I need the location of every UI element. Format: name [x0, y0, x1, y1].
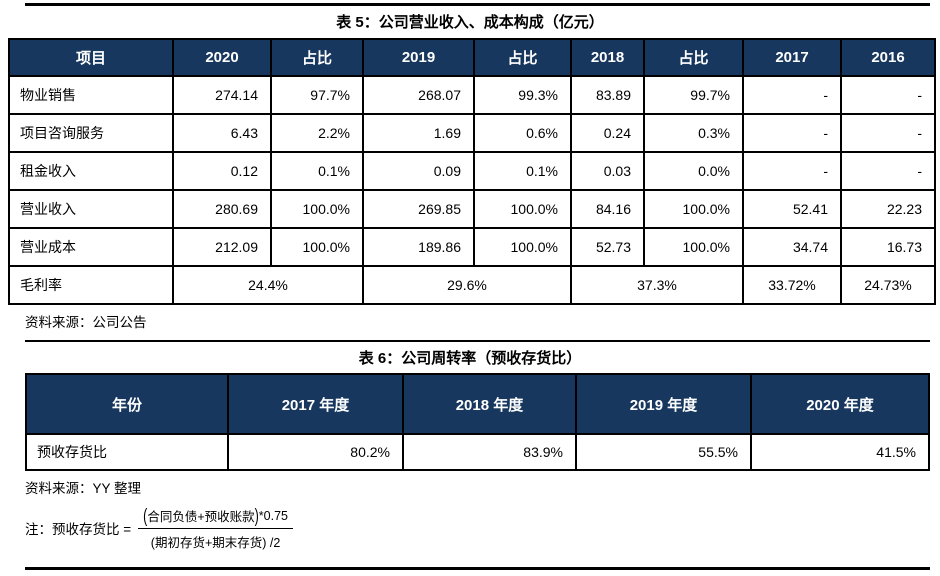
- table-row: 营业成本 212.09 100.0% 189.86 100.0% 52.73 1…: [8, 227, 936, 267]
- cell: -: [742, 75, 842, 115]
- col-header-fy2017: 2017 年度: [227, 373, 404, 435]
- cell: 0.24: [570, 113, 645, 153]
- table6-title: 表 6：公司周转率（预收存货比）: [358, 350, 582, 367]
- cell: 100.0%: [643, 227, 744, 267]
- cell: 52.41: [742, 189, 842, 229]
- cell: -: [840, 75, 936, 115]
- table5-source-note: 资料来源：公司公告: [25, 315, 147, 330]
- cell: 212.09: [172, 227, 272, 267]
- table-row: 营业收入 280.69 100.0% 269.85 100.0% 84.16 1…: [8, 189, 936, 229]
- cell: 16.73: [840, 227, 936, 267]
- col-header-year: 年份: [25, 373, 229, 435]
- cell: 83.89: [570, 75, 645, 115]
- col-header-fy2019: 2019 年度: [575, 373, 752, 435]
- turnover-ratio-table: 年份 2017 年度 2018 年度 2019 年度 2020 年度 预收存货比…: [25, 373, 930, 471]
- cell: 55.5%: [575, 433, 752, 471]
- row-label: 项目咨询服务: [8, 113, 174, 153]
- table-row: 预收存货比 80.2% 83.9% 55.5% 41.5%: [25, 433, 930, 471]
- cell: 0.09: [362, 151, 475, 191]
- cell: 99.3%: [473, 75, 572, 115]
- cell: 100.0%: [643, 189, 744, 229]
- row-label: 物业销售: [8, 75, 174, 115]
- col-header-2017: 2017: [742, 38, 842, 77]
- table-row-gross-margin: 毛利率 24.4% 29.6% 37.3% 33.72% 24.73%: [8, 265, 936, 305]
- cell: 52.73: [570, 227, 645, 267]
- cell: 0.3%: [643, 113, 744, 153]
- cell: 189.86: [362, 227, 475, 267]
- table-row: 租金收入 0.12 0.1% 0.09 0.1% 0.03 0.0% - -: [8, 151, 936, 191]
- col-header-share-2018: 占比: [643, 38, 744, 77]
- cell: 83.9%: [402, 433, 577, 471]
- formula-note: 注：预收存货比 = (合同负债+预收账款) *0.75 (期初存货+期末存货) /…: [25, 505, 940, 551]
- col-header-item: 项目: [8, 38, 174, 77]
- cell: 41.5%: [750, 433, 930, 471]
- divider-rule: [25, 340, 930, 342]
- cell: 100.0%: [270, 189, 364, 229]
- formula-fraction: (合同负债+预收账款) *0.75 (期初存货+期末存货) /2: [138, 505, 293, 551]
- cell-merged-2019: 29.6%: [362, 265, 572, 305]
- table-row: 项目咨询服务 6.43 2.2% 1.69 0.6% 0.24 0.3% - -: [8, 113, 936, 153]
- cell: -: [742, 151, 842, 191]
- formula-prefix: 注：预收存货比 =: [25, 522, 132, 537]
- table6-source-note: 资料来源：YY 整理: [25, 481, 142, 496]
- cell: -: [840, 151, 936, 191]
- cell: 0.6%: [473, 113, 572, 153]
- cell: 100.0%: [473, 227, 572, 267]
- numerator-body: 合同负债+预收账款: [147, 510, 255, 524]
- cell: 268.07: [362, 75, 475, 115]
- top-rule: [25, 3, 930, 6]
- cell: -: [840, 113, 936, 153]
- table-row: 物业销售 274.14 97.7% 268.07 99.3% 83.89 99.…: [8, 75, 936, 115]
- cell: 274.14: [172, 75, 272, 115]
- row-label: 租金收入: [8, 151, 174, 191]
- numerator-open-paren: (: [143, 504, 148, 527]
- cell: 0.12: [172, 151, 272, 191]
- cell: -: [742, 113, 842, 153]
- cell: 100.0%: [473, 189, 572, 229]
- cell: 97.7%: [270, 75, 364, 115]
- cell: 269.85: [362, 189, 475, 229]
- cell: 0.1%: [270, 151, 364, 191]
- cell-2016: 24.73%: [840, 265, 936, 305]
- cell: 84.16: [570, 189, 645, 229]
- revenue-cost-table: 项目 2020 占比 2019 占比 2018 占比 2017 2016 物业销…: [8, 38, 936, 305]
- table5-title: 表 5：公司营业收入、成本构成（亿元）: [336, 14, 604, 31]
- cell-merged-2018: 37.3%: [570, 265, 744, 305]
- col-header-2020: 2020: [172, 38, 272, 77]
- col-header-fy2018: 2018 年度: [402, 373, 577, 435]
- col-header-2019: 2019: [362, 38, 475, 77]
- col-header-share-2020: 占比: [270, 38, 364, 77]
- row-label: 预收存货比: [25, 433, 229, 471]
- fraction-numerator: (合同负债+预收账款) *0.75: [138, 505, 293, 529]
- cell: 22.23: [840, 189, 936, 229]
- row-label: 营业成本: [8, 227, 174, 267]
- cell: 100.0%: [270, 227, 364, 267]
- cell-merged-2020: 24.4%: [172, 265, 364, 305]
- cell: 2.2%: [270, 113, 364, 153]
- cell-2017: 33.72%: [742, 265, 842, 305]
- fraction-denominator: (期初存货+期末存货) /2: [150, 536, 281, 550]
- table6-header-row: 年份 2017 年度 2018 年度 2019 年度 2020 年度: [25, 373, 930, 435]
- bottom-rule: [25, 567, 930, 570]
- cell: 280.69: [172, 189, 272, 229]
- cell: 80.2%: [227, 433, 404, 471]
- col-header-2018: 2018: [570, 38, 645, 77]
- row-label: 营业收入: [8, 189, 174, 229]
- numerator-suffix: *0.75: [258, 508, 288, 523]
- numerator-close-paren: ): [254, 504, 259, 527]
- col-header-share-2019: 占比: [473, 38, 572, 77]
- cell: 99.7%: [643, 75, 744, 115]
- cell: 0.1%: [473, 151, 572, 191]
- cell: 0.03: [570, 151, 645, 191]
- cell: 1.69: [362, 113, 475, 153]
- col-header-2016: 2016: [840, 38, 936, 77]
- row-label: 毛利率: [8, 265, 174, 305]
- col-header-fy2020: 2020 年度: [750, 373, 930, 435]
- cell: 0.0%: [643, 151, 744, 191]
- cell: 34.74: [742, 227, 842, 267]
- cell: 6.43: [172, 113, 272, 153]
- table5-header-row: 项目 2020 占比 2019 占比 2018 占比 2017 2016: [8, 38, 936, 77]
